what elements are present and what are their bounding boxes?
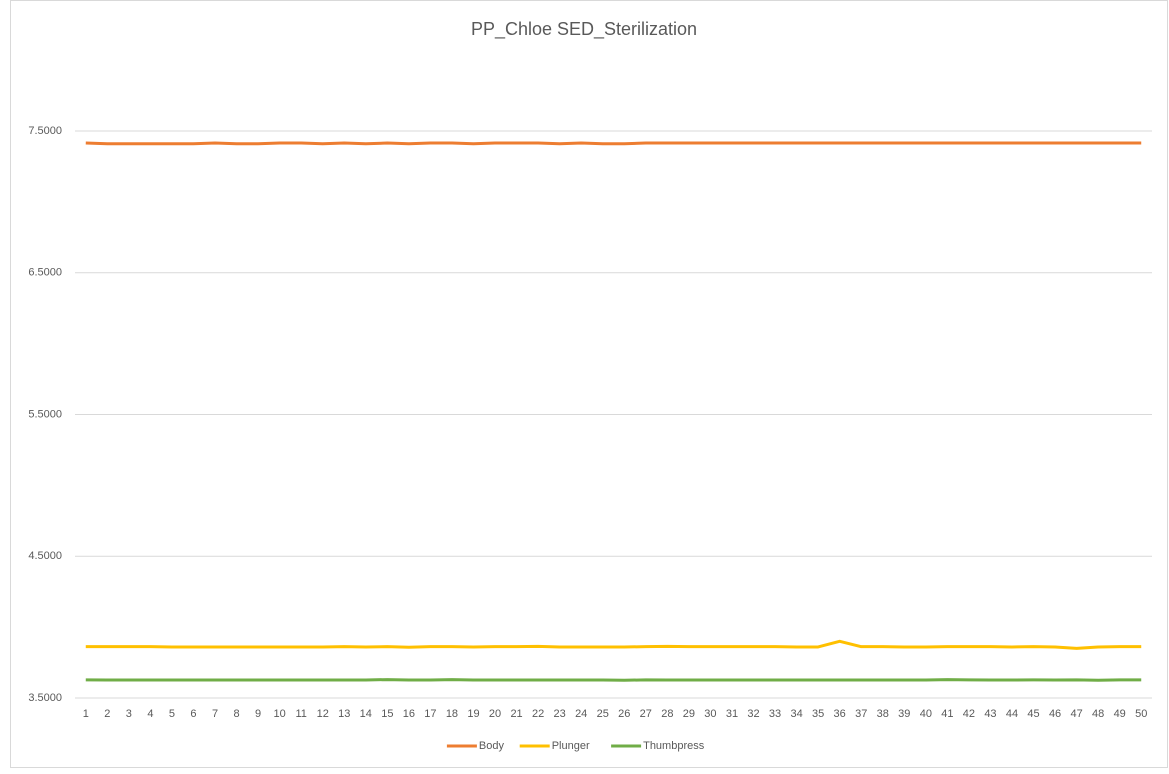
x-tick-label: 37 (855, 708, 867, 720)
x-tick-label: 26 (618, 708, 630, 720)
x-tick-label: 16 (403, 708, 415, 720)
x-tick-label: 2 (104, 708, 110, 720)
x-tick-label: 18 (446, 708, 458, 720)
x-tick-label: 42 (963, 708, 975, 720)
x-tick-label: 41 (941, 708, 953, 720)
x-tick-label: 39 (898, 708, 910, 720)
x-tick-label: 48 (1092, 708, 1104, 720)
x-tick-label: 30 (704, 708, 716, 720)
x-tick-label: 29 (683, 708, 695, 720)
x-tick-label: 12 (317, 708, 329, 720)
y-tick-label: 4.5000 (28, 550, 62, 562)
x-tick-label: 24 (575, 708, 587, 720)
x-tick-label: 3 (126, 708, 132, 720)
x-tick-label: 13 (338, 708, 350, 720)
x-tick-label: 49 (1114, 708, 1126, 720)
series-line (85, 639, 1142, 650)
chart-title: PP_Chloe SED_Sterilization (471, 19, 697, 40)
x-tick-label: 25 (597, 708, 609, 720)
x-tick-label: 45 (1027, 708, 1039, 720)
x-tick-label: 47 (1070, 708, 1082, 720)
x-tick-label: 27 (640, 708, 652, 720)
x-tick-label: 8 (233, 708, 239, 720)
x-tick-label: 28 (661, 708, 673, 720)
x-tick-label: 44 (1006, 708, 1018, 720)
x-tick-label: 33 (769, 708, 781, 720)
legend-label: Plunger (552, 740, 590, 752)
x-tick-label: 32 (747, 708, 759, 720)
x-tick-label: 50 (1135, 708, 1147, 720)
x-tick-label: 20 (489, 708, 501, 720)
series-line (85, 678, 1142, 682)
x-tick-label: 21 (510, 708, 522, 720)
x-tick-label: 7 (212, 708, 218, 720)
legend-label: Body (479, 740, 505, 752)
x-tick-label: 31 (726, 708, 738, 720)
chart-area (10, 0, 1168, 768)
x-tick-label: 11 (295, 708, 306, 720)
x-tick-label: 14 (360, 708, 372, 720)
x-tick-label: 9 (255, 708, 261, 720)
x-tick-label: 43 (984, 708, 996, 720)
x-tick-label: 46 (1049, 708, 1061, 720)
x-tick-label: 34 (790, 708, 802, 720)
x-tick-label: 1 (83, 708, 89, 720)
y-tick-label: 3.5000 (28, 692, 62, 704)
y-tick-label: 5.5000 (28, 408, 62, 420)
x-tick-label: 10 (274, 708, 286, 720)
x-tick-label: 35 (812, 708, 824, 720)
x-tick-label: 19 (467, 708, 479, 720)
x-tick-label: 22 (532, 708, 544, 720)
legend-label: Thumbpress (643, 740, 705, 752)
x-tick-label: 6 (190, 708, 196, 720)
x-tick-label: 4 (147, 708, 153, 720)
y-tick-label: 7.5000 (28, 125, 62, 137)
x-tick-label: 17 (424, 708, 436, 720)
x-tick-label: 5 (169, 708, 175, 720)
y-tick-label: 6.5000 (28, 267, 62, 279)
series-line (85, 141, 1142, 146)
x-tick-label: 15 (381, 708, 393, 720)
x-tick-label: 40 (920, 708, 932, 720)
x-tick-label: 23 (554, 708, 566, 720)
x-tick-label: 38 (877, 708, 889, 720)
x-tick-label: 36 (834, 708, 846, 720)
